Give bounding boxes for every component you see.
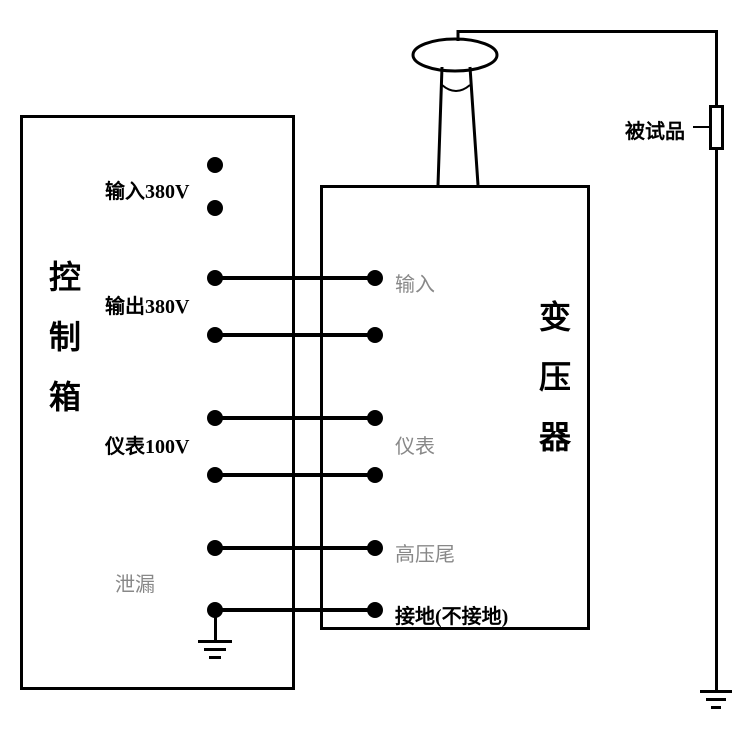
terminal-dot [207,157,223,173]
wire [215,473,375,477]
wire [215,333,375,337]
wire [215,416,375,420]
leader-line [693,126,709,128]
test-object-symbol [709,105,724,150]
label-ground: 接地(不接地) [395,600,508,629]
label-output-380v: 输出380V [105,290,189,319]
hv-wire [715,30,718,105]
label-input-380v: 输入380V [105,175,189,204]
label-hvtail: 高压尾 [395,538,455,567]
ground-symbol [209,656,221,659]
hv-wire [458,30,718,33]
label-leak: 泄漏 [115,568,155,597]
wire [215,276,375,280]
hv-wire [715,150,718,690]
label-test-object: 被试品 [625,115,685,144]
ground-wire [214,610,217,640]
wire [215,608,375,612]
label-meter: 仪表 [395,430,435,459]
ground-symbol [204,648,226,651]
control-box-title: 控制箱 [40,260,86,440]
ground-symbol [706,698,726,701]
transformer-box-title: 变压器 [530,300,576,480]
terminal-dot [207,200,223,216]
ground-symbol [700,690,732,693]
ground-symbol [711,706,721,709]
label-input: 输入 [395,268,435,297]
wire [215,546,375,550]
transformer-bushing [400,25,520,190]
ground-symbol [198,640,232,643]
label-meter-100v: 仪表100V [105,430,189,459]
